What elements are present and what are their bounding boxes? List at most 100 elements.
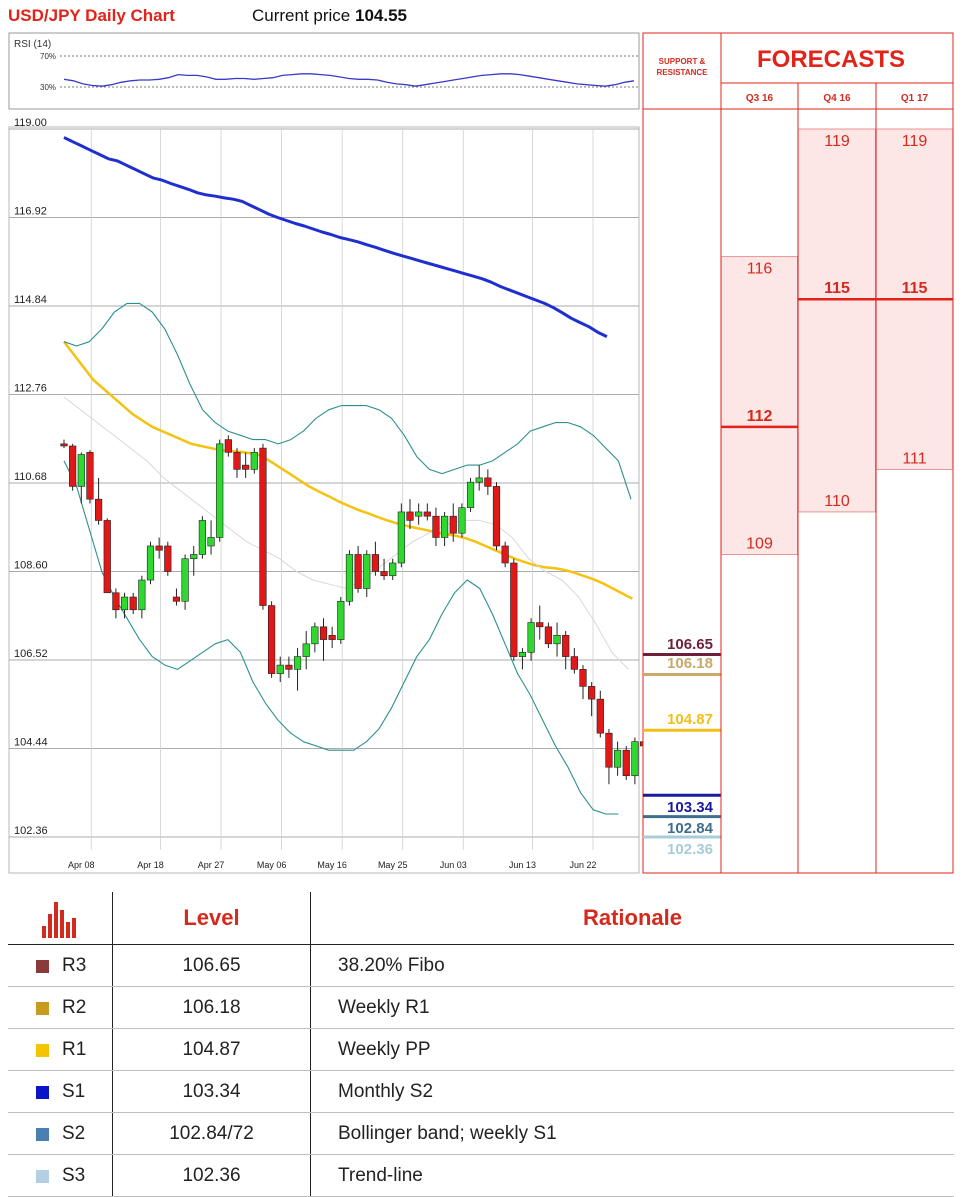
- candle-up: [527, 622, 535, 653]
- candle-up: [613, 749, 622, 768]
- table-row: S1 103.34 Monthly S2: [8, 1071, 954, 1113]
- candle-down: [242, 464, 250, 470]
- candle-up: [146, 545, 155, 581]
- chart-area: RSI (14) 70% 30% 119.00 116.92 114.84 112.7…: [8, 32, 954, 874]
- sr-label-r2: 106.18: [667, 655, 713, 672]
- candle-down: [432, 515, 440, 538]
- candle-down: [328, 635, 336, 640]
- candle-down: [86, 452, 94, 500]
- level-tag-cell: R2: [8, 987, 113, 1028]
- forecast-median-label: 112: [747, 408, 773, 425]
- level-rationale: Weekly PP: [338, 1039, 431, 1060]
- y-tick-label: 108.60: [14, 560, 48, 572]
- sr-label-r1: 104.87: [667, 711, 713, 728]
- candle-down: [155, 545, 163, 551]
- rsi-panel-frame: [8, 32, 640, 110]
- forecast-low-label: 111: [902, 450, 926, 467]
- rsi-line: [63, 73, 635, 87]
- level-rationale: Weekly R1: [338, 997, 430, 1018]
- candle-up: [311, 626, 319, 645]
- candle-down: [501, 545, 509, 564]
- sr-column: [642, 108, 722, 874]
- candle-down: [380, 571, 388, 577]
- level-value: 102.84/72: [113, 1113, 311, 1154]
- x-tick-label: May 16: [317, 860, 347, 870]
- y-tick-label: 116.92: [14, 206, 47, 218]
- candle-up: [198, 520, 207, 555]
- candle-up: [302, 643, 310, 657]
- candle-down: [449, 515, 457, 534]
- candle-down: [484, 477, 492, 487]
- table-row: S2 102.84/72 Bollinger band; weekly S1: [8, 1113, 954, 1155]
- candle-down: [319, 626, 328, 640]
- current-price-label: Current price: [252, 6, 351, 25]
- y-tick-label: 106.52: [14, 648, 48, 660]
- candle-down: [596, 698, 604, 734]
- forecast-col-label: Q1 17: [901, 93, 929, 104]
- candle-down: [112, 592, 120, 611]
- level-tag: S3: [62, 1165, 86, 1186]
- candle-up: [250, 452, 258, 470]
- candle-down: [562, 635, 570, 657]
- sr-header-cell: [642, 32, 722, 110]
- current-price-value: 104.55: [355, 6, 407, 25]
- price-chart-frame: [8, 126, 640, 874]
- level-tag: R3: [62, 955, 87, 976]
- candle-down: [233, 452, 241, 470]
- candle-down: [60, 443, 68, 447]
- x-tick-label: May 25: [378, 860, 408, 870]
- candle-down: [354, 554, 362, 589]
- candle-up: [293, 656, 302, 670]
- candle-up: [458, 507, 466, 534]
- level-value: 102.36: [113, 1155, 311, 1196]
- table-row: R2 106.18 Weekly R1: [8, 987, 954, 1029]
- candle-down: [423, 511, 431, 517]
- table-icon-cell: [8, 892, 113, 944]
- candle-down: [69, 445, 77, 487]
- level-value: 106.65: [113, 945, 311, 986]
- candle-down: [164, 545, 172, 572]
- sr-label-s2: 102.84: [667, 820, 714, 837]
- y-tick-label: 110.68: [14, 471, 47, 483]
- level-rationale: 38.20% Fibo: [338, 955, 445, 976]
- bb_lower-line: [63, 460, 619, 815]
- level-swatch: [36, 1170, 49, 1183]
- candle-down: [172, 596, 181, 602]
- x-tick-label: Apr 27: [198, 860, 225, 870]
- level-tag: R1: [62, 1039, 87, 1060]
- candle-down: [371, 554, 380, 572]
- level-swatch: [36, 1086, 49, 1099]
- x-tick-label: May 06: [257, 860, 287, 870]
- forecast-range-box: [721, 256, 798, 555]
- candle-down: [267, 605, 276, 674]
- rsi-30-label: 30%: [40, 83, 56, 92]
- sr-header-label: SUPPORT & RESISTANCE: [656, 57, 708, 77]
- rsi-70-label: 70%: [40, 52, 56, 61]
- level-tag-cell: S1: [8, 1071, 113, 1112]
- bar-chart-icon: [42, 902, 76, 938]
- candle-down: [588, 686, 596, 700]
- candle-up: [337, 600, 345, 640]
- forecast-col-header: [720, 82, 799, 110]
- rsi-label: RSI (14): [14, 39, 51, 50]
- y-tick-label: 102.36: [14, 825, 48, 837]
- candle-down: [544, 626, 552, 645]
- candle-up: [120, 596, 129, 611]
- candle-down: [285, 664, 293, 670]
- level-rationale: Bollinger band; weekly S1: [338, 1123, 557, 1144]
- sr-levels: 106.65 106.18 104.87 103.34 102.84 102.36: [643, 636, 721, 858]
- level-value: 103.34: [113, 1071, 311, 1112]
- candle-up: [440, 515, 449, 538]
- candle-up: [553, 635, 561, 645]
- candle-up: [475, 477, 483, 483]
- candle-down: [406, 511, 414, 521]
- forecast-high-label: 119: [902, 133, 928, 150]
- candle-up: [518, 652, 527, 657]
- level-tag: S1: [62, 1081, 86, 1102]
- level-tag-cell: S3: [8, 1155, 113, 1196]
- candle-down: [129, 596, 137, 611]
- candle-up: [77, 454, 85, 487]
- candle-up: [389, 562, 397, 577]
- level-tag: R2: [62, 997, 87, 1018]
- chart-title: USD/JPY Daily Chart: [8, 6, 175, 25]
